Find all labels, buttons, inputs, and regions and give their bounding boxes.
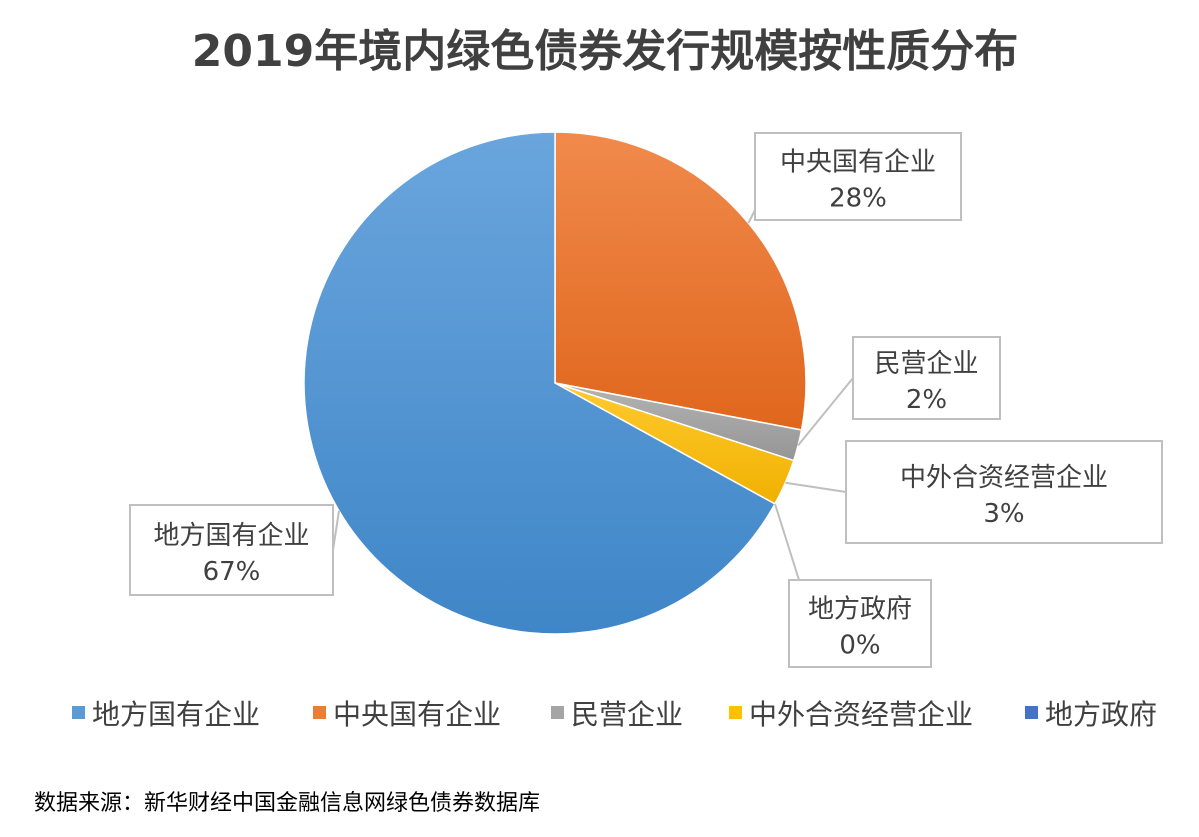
callout-box [129,504,334,596]
callout-local-gov: 地方政府 0% [774,503,932,668]
data-label-percent: 67% [203,557,261,587]
legend: 地方国有企业 中央国有企业 民营企业 中外合资经营企业 地方政府 [72,698,1157,731]
callout-leader-line [774,503,800,581]
pie-slices [303,131,807,635]
data-label-category: 中央国有企业 [780,148,936,178]
callout-local-soe: 地方国有企业 67% [129,504,340,596]
legend-label: 地方国有企业 [92,698,260,731]
data-label-callouts: 地方国有企业 67% 中央国有企业 28% 民营企业 2% 中外合资经营企业 3% 地方政府 0% [129,132,1163,668]
legend-swatch [551,706,564,719]
data-label-percent: 0% [839,631,880,661]
data-label-category: 地方国有企业 [153,521,309,551]
pie-slice-local-soe [303,131,776,635]
legend-label: 地方政府 [1045,698,1157,731]
pie-slice-central-soe [554,131,807,431]
callout-leader-line [797,377,854,447]
legend-item-joint-venture: 中外合资经营企业 [729,698,973,731]
data-label-percent: 2% [906,385,947,415]
callout-box [852,336,1001,420]
callout-central-soe: 中央国有企业 28% [747,132,962,224]
callout-joint-venture: 中外合资经营企业 3% [785,440,1163,544]
legend-label: 中外合资经营企业 [749,698,973,731]
callout-box [788,579,932,668]
legend-swatch [72,706,85,719]
callout-leader-line [747,209,756,224]
callout-box [845,440,1163,544]
legend-item-local-gov: 地方政府 [1025,698,1157,731]
legend-item-local-soe: 地方国有企业 [72,698,260,731]
chart-title: 2019年境内绿色债券发行规模按性质分布 [192,26,1018,77]
legend-swatch [1025,706,1038,719]
legend-swatch [729,706,742,719]
callout-box [754,132,962,221]
data-label-category: 地方政府 [808,595,912,625]
legend-label: 民营企业 [571,698,683,731]
legend-swatch [313,706,326,719]
data-label-percent: 28% [829,184,887,214]
source-note: 数据来源：新华财经中国金融信息网绿色债券数据库 [34,791,540,816]
callout-private: 民营企业 2% [797,336,1001,447]
data-label-category: 中外合资经营企业 [900,463,1108,493]
legend-label: 中央国有企业 [333,698,501,731]
callout-leader-line [785,481,847,493]
data-label-category: 民营企业 [874,349,978,379]
data-label-percent: 3% [983,499,1024,529]
legend-item-central-soe: 中央国有企业 [313,698,501,731]
legend-item-private: 民营企业 [551,698,683,731]
